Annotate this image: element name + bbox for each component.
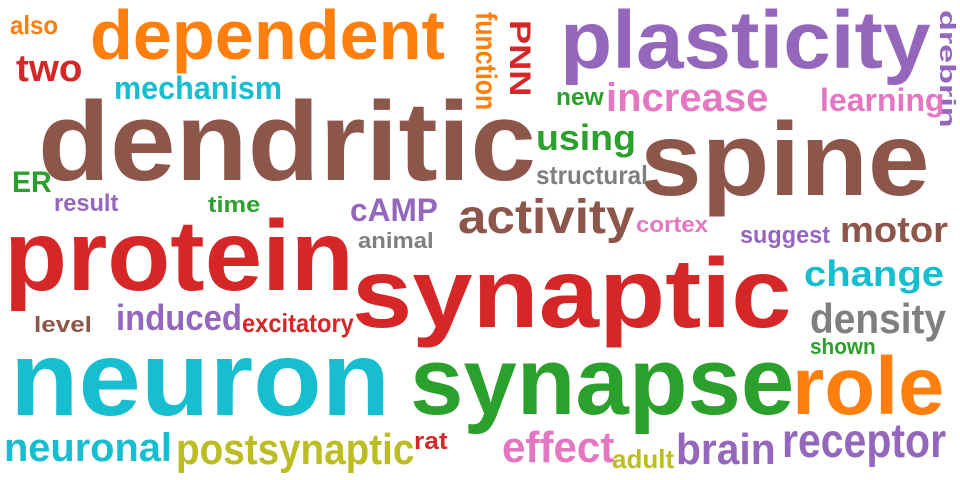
word-er: ER	[12, 166, 52, 199]
word-shown: shown	[810, 334, 876, 359]
word-neuronal: neuronal	[4, 426, 172, 470]
word-camp: cAMP	[350, 192, 438, 228]
word-effect: effect	[502, 423, 615, 472]
word-neuron: neuron	[10, 320, 391, 438]
word-animal: animal	[358, 228, 434, 253]
word-synapse: synapse	[410, 328, 795, 435]
word-increase: increase	[606, 76, 769, 120]
word-suggest: suggest	[740, 222, 831, 249]
word-excitatory: excitatory	[242, 308, 354, 338]
word-rat: rat	[414, 428, 448, 455]
word-adult: adult	[612, 444, 675, 474]
word-learning: learning	[820, 82, 945, 118]
word-plasticity: plasticity	[560, 0, 931, 86]
word-receptor: receptor	[782, 415, 947, 468]
word-postsynaptic: postsynaptic	[176, 425, 415, 474]
word-synaptic: synaptic	[352, 238, 792, 348]
word-motor: motor	[840, 209, 948, 250]
word-protein: protein	[4, 200, 354, 312]
word-two: two	[16, 48, 83, 90]
word-role: role	[792, 341, 945, 432]
word-induced: induced	[116, 297, 243, 338]
word-change: change	[804, 253, 945, 294]
word-brain: brain	[676, 425, 776, 474]
word-also: also	[10, 10, 59, 40]
word-spine: spine	[640, 102, 930, 218]
word-activity: activity	[458, 191, 635, 244]
word-using: using	[536, 117, 636, 158]
word-result: result	[54, 190, 119, 217]
word-density: density	[810, 295, 947, 342]
word-mechanism: mechanism	[114, 70, 283, 106]
word-time: time	[208, 192, 261, 217]
word-dendritic: dendritic	[38, 79, 536, 204]
word-new: new	[556, 84, 604, 111]
word-structural: structural	[536, 160, 648, 190]
word-cortex: cortex	[636, 212, 709, 237]
word-dependent: dependent	[90, 0, 445, 74]
word-level: level	[34, 312, 92, 337]
